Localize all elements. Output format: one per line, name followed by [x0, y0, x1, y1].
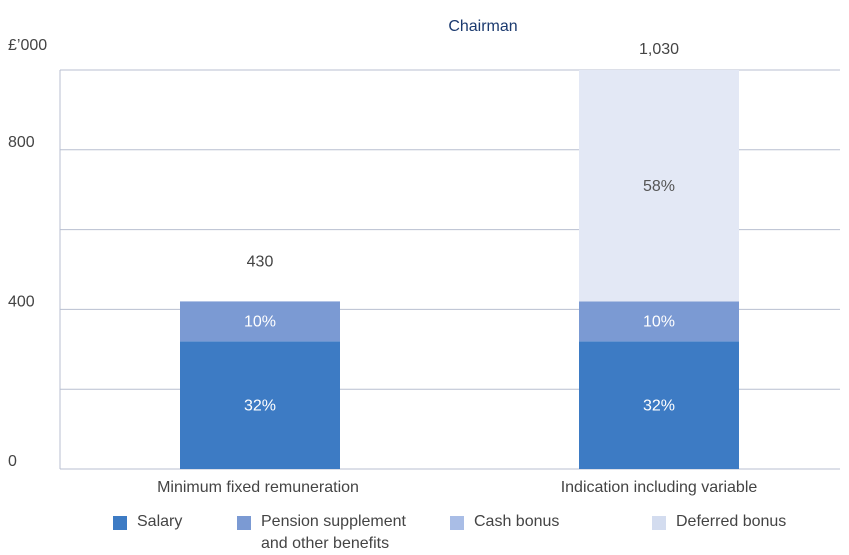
x-tick-label: Minimum fixed remuneration: [157, 479, 359, 496]
segment-label: 10%: [643, 314, 675, 331]
y-tick-label: 400: [8, 294, 35, 311]
segment-label: 32%: [643, 397, 675, 414]
legend-label: Deferred bonus: [676, 513, 786, 530]
y-axis-label: £’000: [8, 37, 47, 54]
bar-segment: [180, 301, 340, 342]
segment-label: 32%: [244, 397, 276, 414]
y-tick-label: 0: [8, 453, 17, 470]
bar-segment: [180, 341, 340, 469]
legend-label: Pension supplement and other benefits: [261, 513, 407, 552]
legend-label-line: and other benefits: [261, 535, 389, 552]
legend-label-line: Cash bonus: [474, 513, 559, 530]
chart-title: Chairman: [448, 18, 517, 35]
total-label: 430: [247, 254, 274, 271]
segment-label: 10%: [244, 314, 276, 331]
legend-swatch: [450, 516, 464, 530]
legend-label-line: Pension supplement: [261, 513, 407, 530]
segment-label: 58%: [643, 178, 675, 195]
legend-label-line: Deferred bonus: [676, 513, 786, 530]
total-label: 1,030: [639, 41, 679, 58]
legend-label-line: Salary: [137, 513, 182, 530]
y-tick-label: 800: [8, 134, 35, 151]
legend-swatch: [237, 516, 251, 530]
legend-swatch: [652, 516, 666, 530]
bar-segment: [579, 341, 739, 469]
bar-segment: [579, 301, 739, 342]
legend-swatch: [113, 516, 127, 530]
legend-label: Cash bonus: [474, 513, 559, 530]
x-tick-label: Indication including variable: [561, 479, 758, 496]
legend-label: Salary: [137, 513, 182, 530]
bar-segment: [579, 70, 739, 302]
